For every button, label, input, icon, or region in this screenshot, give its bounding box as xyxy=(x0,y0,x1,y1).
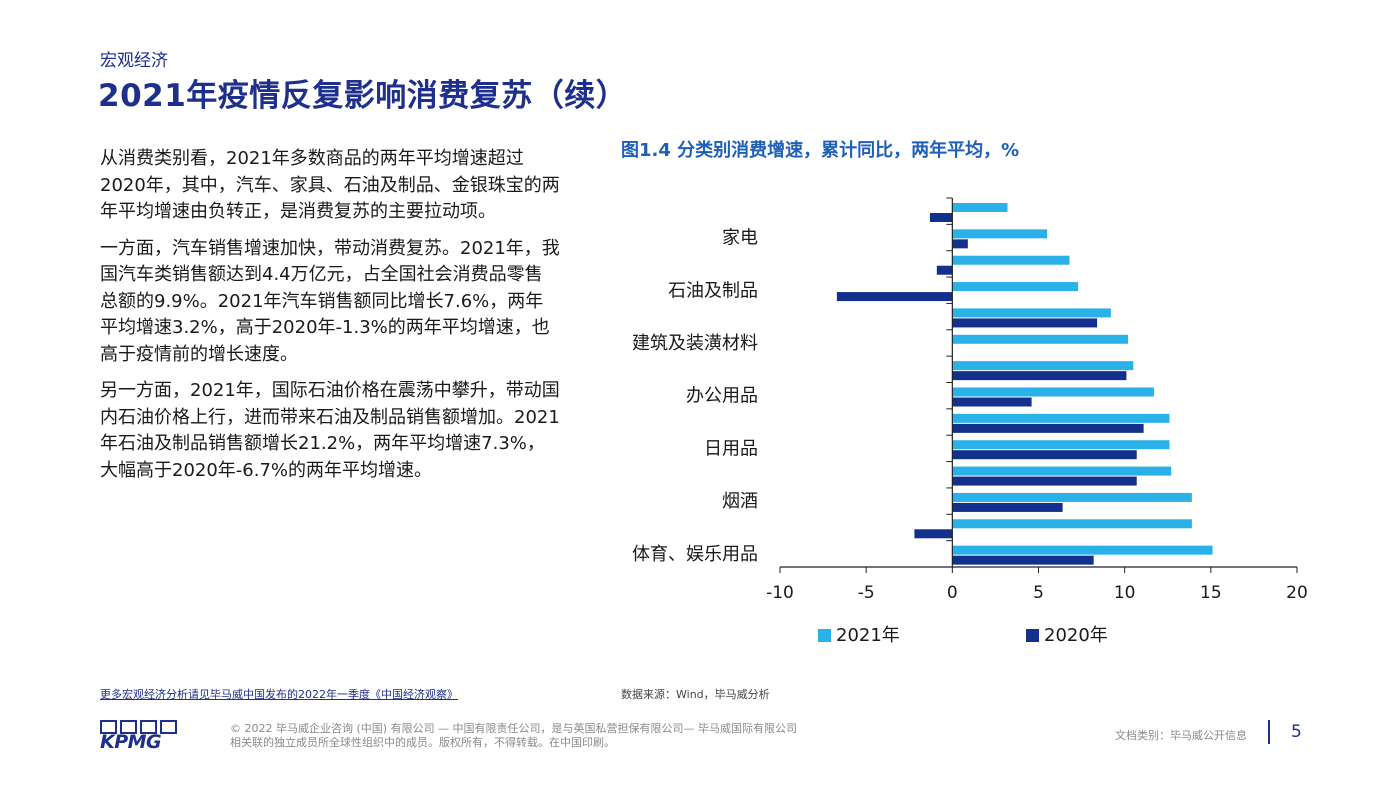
x-tick-label: -10 xyxy=(766,583,794,603)
x-tick-label: 0 xyxy=(947,583,958,603)
bar-2020-7 xyxy=(952,397,1032,407)
x-tick-label: 5 xyxy=(1033,583,1044,603)
bar-2020-8 xyxy=(952,423,1144,433)
copyright-line-2: 相关联的独立成员所全球性组织中的成员。版权所有，不得转载。在中国印刷。 xyxy=(230,736,615,749)
footer-divider xyxy=(1268,720,1270,744)
legend-label-2020: 2020年 xyxy=(1044,625,1108,646)
bar-2021-2 xyxy=(952,255,1070,265)
legend-swatch-2021 xyxy=(818,629,831,642)
x-tick-label: 15 xyxy=(1200,583,1222,603)
bar-2020-11 xyxy=(952,502,1063,512)
bar-2020-4 xyxy=(952,318,1098,328)
category-label: 家电 xyxy=(722,228,758,249)
footnote-link[interactable]: 更多宏观经济分析请见毕马威中国发布的2022年一季度《中国经济观察》 xyxy=(100,688,458,701)
bar-2020-10 xyxy=(952,476,1137,486)
bar-2020-1 xyxy=(952,239,968,249)
bar-2020-13 xyxy=(952,555,1094,565)
category-label: 烟酒 xyxy=(722,491,758,512)
page-number: 5 xyxy=(1291,722,1302,742)
paragraph-2: 一方面，汽车销售增速加快，带动消费复苏。2021年，我国汽车类销售额达到4.4万… xyxy=(100,237,560,365)
bar-2020-2 xyxy=(936,265,953,275)
bar-2021-11 xyxy=(952,492,1192,502)
bar-2021-8 xyxy=(952,413,1170,423)
x-tick-label: 10 xyxy=(1114,583,1136,603)
copyright: © 2022 毕马威企业咨询 (中国) 有限公司 — 中国有限责任公司，是与英国… xyxy=(230,722,850,750)
bar-2020-0 xyxy=(929,213,953,222)
chart-title: 图1.4 分类别消费增速，累计同比，两年平均，% xyxy=(621,140,1020,161)
bar-2021-12 xyxy=(952,519,1192,529)
category-label: 日用品 xyxy=(704,438,758,459)
bar-2021-3 xyxy=(952,282,1079,292)
section-label: 宏观经济 xyxy=(100,51,168,71)
bar-2021-6 xyxy=(952,361,1134,371)
category-label: 办公用品 xyxy=(686,386,758,407)
bar-2020-6 xyxy=(952,371,1127,381)
bar-2021-0 xyxy=(952,203,1008,212)
data-source: 数据来源：Wind，毕马威分析 xyxy=(621,688,770,701)
bar-2021-4 xyxy=(952,308,1111,318)
bar-2021-5 xyxy=(952,334,1129,344)
document-classification: 文档类别：毕马威公开信息 xyxy=(1115,729,1247,742)
bar-2021-10 xyxy=(952,466,1172,476)
logo-text: KPMG xyxy=(100,731,162,753)
bar-2021-13 xyxy=(952,545,1213,555)
category-label: 建筑及装潢材料 xyxy=(632,333,758,354)
bar-2020-12 xyxy=(914,529,953,539)
x-tick-label: 20 xyxy=(1286,583,1308,603)
legend-swatch-2020 xyxy=(1026,629,1039,642)
legend-label-2021: 2021年 xyxy=(836,625,900,646)
category-label: 石油及制品 xyxy=(668,280,758,301)
paragraph-1: 从消费类别看，2021年多数商品的两年平均增速超过2020年，其中，汽车、家具、… xyxy=(100,148,560,222)
bar-2021-9 xyxy=(952,440,1170,450)
bar-2020-9 xyxy=(952,450,1137,460)
bar-2021-1 xyxy=(952,229,1048,239)
kpmg-logo: KPMG xyxy=(100,720,178,753)
bar-2021-7 xyxy=(952,387,1154,397)
bar-2020-3 xyxy=(836,292,953,302)
x-tick-label: -5 xyxy=(858,583,875,603)
paragraph-3: 另一方面，2021年，国际石油价格在震荡中攀升，带动国内石油价格上行，进而带来石… xyxy=(100,380,560,481)
body-text: 从消费类别看，2021年多数商品的两年平均增速超过2020年，其中，汽车、家具、… xyxy=(100,146,560,494)
category-label: 体育、娱乐用品 xyxy=(632,544,758,565)
copyright-line-1: © 2022 毕马威企业咨询 (中国) 有限公司 — 中国有限责任公司，是与英国… xyxy=(230,722,798,735)
page-title: 2021年疫情反复影响消费复苏（续） xyxy=(98,78,628,114)
